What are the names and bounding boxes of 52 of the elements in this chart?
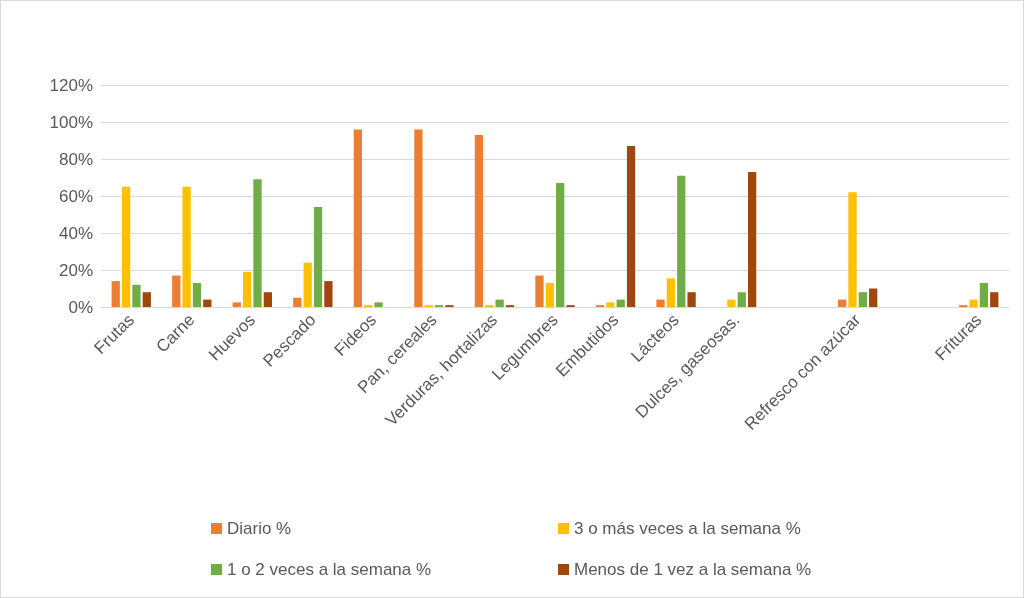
- bar: [545, 282, 554, 307]
- bar: [414, 129, 423, 307]
- bar: [747, 171, 757, 307]
- y-tick-label: 40%: [58, 223, 93, 243]
- bar: [858, 292, 867, 307]
- bar: [687, 292, 696, 307]
- bar: [203, 299, 212, 307]
- bar: [495, 299, 504, 307]
- bar: [837, 299, 847, 307]
- legend-label: Menos de 1 vez a la semana %: [574, 560, 812, 579]
- y-tick-label: 80%: [58, 149, 93, 169]
- bar: [263, 292, 273, 307]
- bar: [182, 186, 191, 307]
- bar: [737, 292, 746, 307]
- bar: [293, 297, 302, 307]
- bar: [192, 282, 202, 307]
- bar: [869, 288, 878, 307]
- bar: [535, 275, 544, 307]
- bar: [666, 278, 676, 307]
- y-tick-label: 60%: [58, 186, 93, 206]
- bar: [142, 292, 151, 307]
- bar: [374, 302, 383, 307]
- bar: [324, 281, 333, 307]
- legend-label: Diario %: [227, 519, 292, 538]
- legend-label: 3 o más veces a la semana %: [574, 519, 801, 538]
- y-tick-label: 0%: [68, 297, 93, 317]
- bar: [111, 281, 120, 307]
- bar: [121, 186, 131, 307]
- bar: [474, 134, 484, 307]
- bar: [606, 302, 615, 307]
- bar: [616, 299, 625, 307]
- bar: [677, 175, 686, 307]
- bar: [303, 262, 312, 307]
- legend-label: 1 o 2 veces a la semana %: [227, 560, 432, 579]
- bar: [990, 292, 999, 307]
- y-tick-label: 120%: [49, 75, 93, 95]
- bar: [969, 299, 978, 307]
- bar: [353, 129, 363, 307]
- bar: [556, 183, 565, 307]
- y-tick-label: 20%: [58, 260, 93, 280]
- bar: [243, 271, 252, 307]
- bar: [253, 179, 262, 307]
- bar: [848, 192, 857, 307]
- bar: [727, 299, 736, 307]
- y-tick-label: 100%: [49, 112, 93, 132]
- bar: [626, 146, 636, 307]
- bar: [656, 299, 665, 307]
- bar: [172, 275, 181, 307]
- bar: [979, 282, 989, 307]
- bar: [313, 207, 323, 307]
- bar: [132, 284, 141, 307]
- bar: [232, 302, 241, 307]
